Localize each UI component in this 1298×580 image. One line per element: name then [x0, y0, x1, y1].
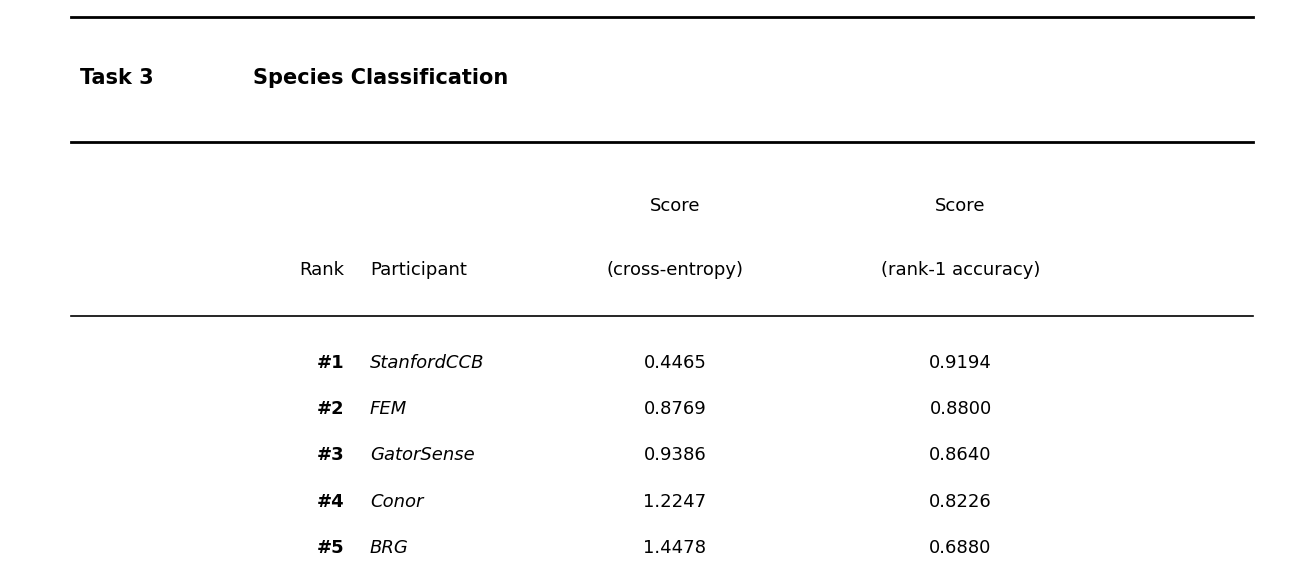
Text: 0.4465: 0.4465 — [644, 353, 706, 372]
Text: GatorSense: GatorSense — [370, 446, 475, 465]
Text: #5: #5 — [317, 539, 344, 557]
Text: 1.2247: 1.2247 — [644, 492, 706, 511]
Text: 0.6880: 0.6880 — [929, 539, 992, 557]
Text: 0.9386: 0.9386 — [644, 446, 706, 465]
Text: StanfordCCB: StanfordCCB — [370, 353, 484, 372]
Text: Score: Score — [936, 197, 985, 215]
Text: Rank: Rank — [299, 260, 344, 279]
Text: 0.8640: 0.8640 — [929, 446, 992, 465]
Text: BRG: BRG — [370, 539, 409, 557]
Text: Species Classification: Species Classification — [253, 68, 509, 88]
Text: 0.9194: 0.9194 — [929, 353, 992, 372]
Text: 0.8800: 0.8800 — [929, 400, 992, 418]
Text: #1: #1 — [317, 353, 344, 372]
Text: FEM: FEM — [370, 400, 408, 418]
Text: #2: #2 — [317, 400, 344, 418]
Text: Score: Score — [650, 197, 700, 215]
Text: Participant: Participant — [370, 260, 467, 279]
Text: 1.4478: 1.4478 — [644, 539, 706, 557]
Text: (cross-entropy): (cross-entropy) — [606, 260, 744, 279]
Text: 0.8769: 0.8769 — [644, 400, 706, 418]
Text: (rank-1 accuracy): (rank-1 accuracy) — [881, 260, 1040, 279]
Text: 0.8226: 0.8226 — [929, 492, 992, 511]
Text: #3: #3 — [317, 446, 344, 465]
Text: #4: #4 — [317, 492, 344, 511]
Text: Conor: Conor — [370, 492, 423, 511]
Text: Task 3: Task 3 — [80, 68, 154, 88]
